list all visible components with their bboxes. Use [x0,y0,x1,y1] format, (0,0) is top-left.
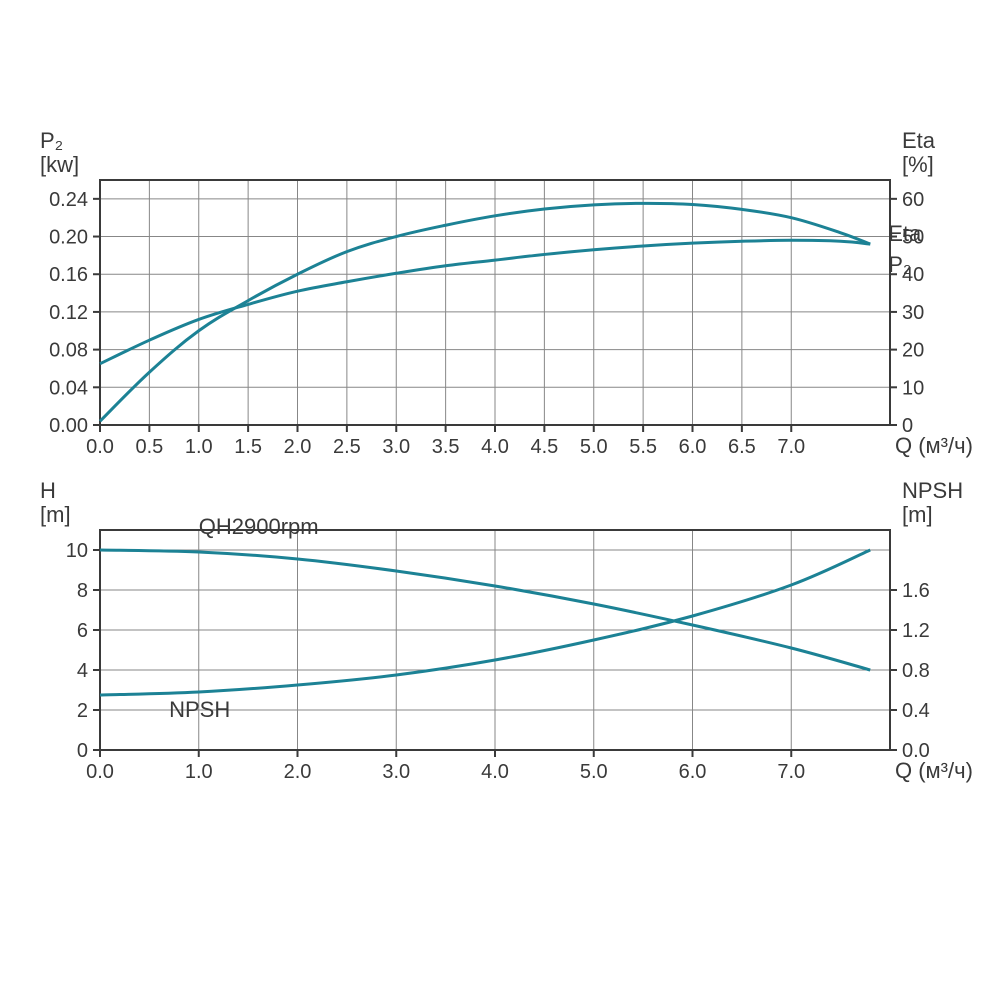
x-tick-label: 3.0 [382,436,410,458]
x-tick-label: 1.0 [185,436,213,458]
yr-tick-label: 0 [902,415,913,437]
yr-tick-label: 0.4 [902,700,930,722]
yl-tick-label: 0.24 [49,189,88,211]
curve-npsh [100,550,870,695]
x-tick-label: 1.0 [185,761,213,783]
yr-tick-label: 1.2 [902,620,930,642]
yr-tick-label: 20 [902,340,924,362]
yl-tick-label: 8 [77,580,88,602]
yl-tick-label: 4 [77,660,88,682]
x-tick-label: 0.5 [135,436,163,458]
x-tick-label: 6.5 [728,436,756,458]
curve-label-eta: Eta [888,221,922,246]
x-tick-label: 6.0 [679,761,707,783]
curve-label-npsh: NPSH [169,697,230,722]
yl-tick-label: 0.08 [49,340,88,362]
x-tick-label: 4.0 [481,436,509,458]
top-chart: 0.0 0.5 1.0 1.5 2.0 2.5 3.0 3.5 4.0 4.5 5.0 5.5 6.0 6… [40,128,973,458]
yl-tick-label: 0.20 [49,227,88,249]
yl-tick-label: 0.00 [49,415,88,437]
yr-title2: [m] [902,502,933,527]
yl-tick-label: 0.12 [49,302,88,324]
x-tick-label: 0.0 [86,436,114,458]
x-tick-label: 3.0 [382,761,410,783]
yl-tick-label: 0.04 [49,377,88,399]
x-tick-label: 5.0 [580,761,608,783]
yr-title1: NPSH [902,478,963,503]
yr-tick-label: 1.6 [902,580,930,602]
curve-qh [100,550,870,670]
curve-label-qh: QH2900rpm [199,514,319,539]
x-tick-label: 7.0 [777,436,805,458]
x-tick-label: 6.0 [679,436,707,458]
yr-title2: [%] [902,152,934,177]
x-tick-label: 2.0 [284,436,312,458]
yl-title2: [kw] [40,152,79,177]
yl-tick-label: 0.16 [49,264,88,286]
yr-tick-label: 60 [902,189,924,211]
yl-tick-label: 2 [77,700,88,722]
x-tick-label: 7.0 [777,761,805,783]
x-tick-label: 4.0 [481,761,509,783]
curve-label-p2: P₂ [888,252,911,277]
yr-title1: Eta [902,128,936,153]
x-tick-label: 1.5 [234,436,262,458]
yr-tick-label: 10 [902,377,924,399]
yr-tick-label: 0.8 [902,660,930,682]
yl-tick-label: 6 [77,620,88,642]
yr-tick-label: 0.0 [902,740,930,762]
yl-title1: P₂ [40,128,63,153]
yl-tick-label: 10 [66,540,88,562]
x-tick-label: 2.5 [333,436,361,458]
bottom-chart: 0.01.02.03.04.05.06.07.0Q (м³/ч)0246810H… [40,478,973,783]
x-tick-label: 5.0 [580,436,608,458]
curve-p2 [100,240,870,363]
yr-tick-label: 30 [902,302,924,324]
x-tick-label: 5.5 [629,436,657,458]
x-tick-label: 2.0 [284,761,312,783]
yl-title1: H [40,478,56,503]
x-tick-label: 0.0 [86,761,114,783]
yl-title2: [m] [40,502,71,527]
x-tick-label: 4.5 [530,436,558,458]
yl-tick-label: 0 [77,740,88,762]
x-tick-label: 3.5 [432,436,460,458]
